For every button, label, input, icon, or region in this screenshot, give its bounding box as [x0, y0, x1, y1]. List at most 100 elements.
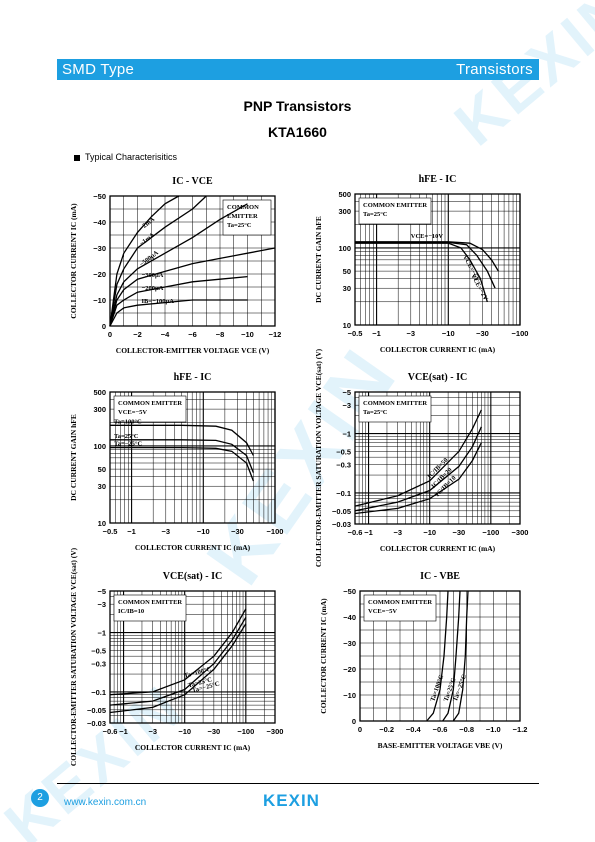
x-tick-label: −100 — [267, 527, 284, 536]
y-axis-label: COLLECTOR-EMITTER SATURATION VOLTAGE VCE… — [69, 547, 78, 766]
chart-ic-vce-svg: 0 −2 −4 −6 −8 −10 −12 −50 −40 −30 −20 −10 0 IC - VCE C… — [69, 176, 282, 355]
series-line — [109, 195, 207, 327]
series-line — [109, 247, 276, 327]
bullet-square-icon — [74, 154, 80, 161]
series-line — [110, 446, 255, 482]
chart-title: IC - VBE — [420, 571, 460, 582]
chart-hfe-ic-ta-svg: −0.5 −1 −3 −10 −30 −100 500 300 100 50 30 10 hFE - I… — [69, 372, 284, 552]
y-axis-label: COLLECTOR CURRENT IC (mA) — [69, 203, 78, 319]
legend-text: COMMON EMITTER — [363, 202, 427, 209]
series-line — [110, 424, 254, 456]
x-tick-label: −0.6 — [433, 725, 448, 734]
y-tick-label: −40 — [343, 613, 356, 622]
footer-website-link[interactable]: www.kexin.com.cn — [64, 797, 147, 808]
x-tick-label: −3 — [407, 329, 416, 338]
y-tick-label: −5 — [342, 388, 351, 397]
chart-vcesat-ic-ratio: −0.6 −1 −3 −10 −30 −100 −300 −5 −3 −1 −0.5 −0.3 −0.1… — [305, 348, 545, 567]
series-label: Ta=−25°C — [114, 441, 142, 448]
x-tick-label: −0.6 — [348, 528, 363, 537]
x-tick-label: −100 — [237, 727, 254, 736]
series-line — [109, 623, 247, 714]
chart-ic-vbe: 0 −0.2 −0.4 −0.6 −0.8 −1.0 −1.2 −50 −40 −30 −20 −10… — [305, 565, 545, 765]
plot-frame — [359, 590, 521, 722]
x-tick-label: 0 — [358, 725, 362, 734]
x-tick-label: −30 — [207, 727, 220, 736]
x-tick-label: −6 — [188, 330, 197, 339]
y-tick-label: 10 — [343, 321, 351, 330]
x-tick-label: −100 — [482, 528, 499, 537]
legend-text: COMMON EMITTER — [368, 599, 432, 606]
legend-box — [358, 395, 432, 423]
x-axis-label: BASE-EMITTER VOLTAGE VBE (V) — [378, 741, 503, 750]
chart-title: IC - VCE — [172, 176, 213, 187]
legend-text: Ta=25°C — [363, 409, 388, 416]
x-tick-label: −12 — [269, 330, 282, 339]
series-label: IB=−100μA — [142, 298, 175, 305]
legend-box — [363, 594, 437, 622]
y-tick-label: −0.3 — [336, 461, 351, 470]
series-line — [110, 439, 255, 473]
page-number-badge: 2 — [31, 789, 49, 807]
brand-logo: KEXIN — [263, 791, 320, 810]
part-number: KTA1660 — [268, 124, 327, 140]
x-tick-label: −2 — [133, 330, 142, 339]
chart-title: hFE - IC — [174, 372, 212, 383]
y-tick-label: −0.1 — [91, 688, 106, 697]
x-tick-label: −3 — [148, 727, 157, 736]
chart-hfe-ic-vce-svg: −0.5 −1 −3 −10 −30 −100 500 300 100 50 30 10 hFE - I… — [314, 174, 529, 354]
y-tick-label: 300 — [338, 207, 351, 216]
series-label: −200μA — [142, 285, 164, 292]
y-tick-label: 0 — [102, 322, 106, 331]
series-line — [354, 426, 482, 512]
y-tick-label: −1 — [342, 430, 351, 439]
x-tick-label: −0.5 — [348, 329, 363, 338]
series-label: −2mA — [138, 216, 156, 232]
x-tick-label: −0.8 — [459, 725, 474, 734]
series-line — [354, 442, 482, 515]
y-tick-label: −40 — [93, 218, 106, 227]
legend-text: IC/IB=10 — [118, 608, 144, 615]
legend-text: COMMON — [227, 204, 259, 211]
chart-vcesat-ic-ratio-svg: −0.6 −1 −3 −10 −30 −100 −300−5−3−1−0.5−0.3−0.1… — [314, 348, 528, 567]
y-axis-label: COLLECTOR CURRENT IC (mA) — [319, 598, 328, 714]
x-tick-label: −100 — [512, 329, 529, 338]
y-tick-label: 500 — [93, 388, 106, 397]
y-tick-label: −0.05 — [87, 706, 106, 715]
x-tick-label: −3 — [393, 528, 402, 537]
x-tick-label: −10 — [178, 727, 191, 736]
series-line — [109, 608, 247, 696]
series-label: Ta=100°C — [114, 418, 142, 425]
legend-text: Ta=25°C — [227, 222, 252, 229]
y-tick-label: −20 — [343, 665, 356, 674]
legend-text: VCE=−5V — [118, 409, 147, 416]
footer-divider — [57, 783, 539, 784]
x-tick-label: −0.5 — [103, 527, 118, 536]
x-axis-label: COLLECTOR-EMITTER VOLTAGE VCE (V) — [116, 346, 270, 355]
x-tick-label: −0.6 — [103, 727, 118, 736]
y-tick-label: −20 — [93, 270, 106, 279]
y-tick-label: −50 — [93, 192, 106, 201]
chart-title: hFE - IC — [419, 174, 457, 185]
y-tick-label: 10 — [98, 519, 106, 528]
plot-frame — [109, 195, 276, 327]
x-tick-label: −30 — [452, 528, 465, 537]
y-tick-label: −0.03 — [87, 719, 106, 728]
x-tick-label: −1 — [119, 727, 128, 736]
x-tick-label: −1 — [372, 329, 381, 338]
x-tick-label: −1.2 — [513, 725, 528, 734]
header-category: SMD Type — [62, 61, 135, 78]
series-label: −500μA — [138, 249, 160, 268]
doc-title: PNP Transistors — [243, 98, 352, 114]
y-axis-label: COLLECTOR-EMITTER SATURATION VOLTAGE VCE… — [314, 348, 323, 567]
y-tick-label: −3 — [97, 600, 106, 609]
series-label: −300μA — [142, 272, 164, 279]
y-tick-label: −10 — [343, 691, 356, 700]
plot-frame — [109, 590, 276, 724]
y-tick-label: −30 — [343, 639, 356, 648]
x-tick-label: −4 — [161, 330, 170, 339]
x-axis-label: COLLECTOR CURRENT IC (mA) — [380, 345, 496, 354]
x-tick-label: −3 — [162, 527, 171, 536]
legend-box — [358, 197, 432, 225]
y-tick-label: −0.5 — [91, 646, 106, 655]
legend-box — [113, 594, 187, 622]
